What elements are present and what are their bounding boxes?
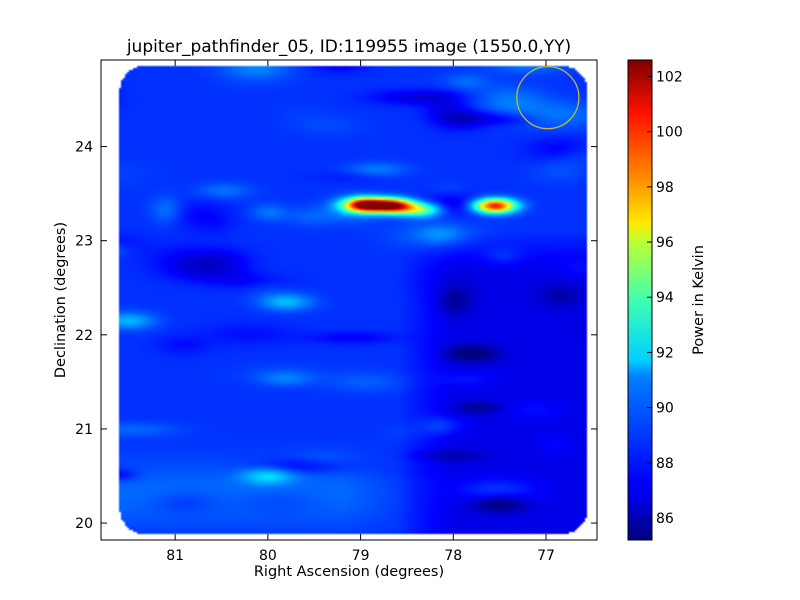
x-tick-label: 79 bbox=[352, 548, 370, 564]
beam-circle bbox=[516, 65, 580, 130]
y-tick-label: 24 bbox=[75, 140, 93, 156]
x-tick-label: 78 bbox=[444, 548, 462, 564]
plot-frame bbox=[100, 59, 598, 541]
colorbar-tick-label: 100 bbox=[656, 125, 683, 141]
y-axis: 20 21 22 23 24 bbox=[75, 140, 597, 532]
colorbar-tick-label: 90 bbox=[656, 401, 674, 417]
chart-title: jupiter_pathfinder_05, ID:119955 image (… bbox=[126, 37, 571, 57]
colorbar-tick-label: 86 bbox=[656, 511, 674, 527]
colorbar bbox=[628, 60, 652, 540]
colorbar-frame bbox=[627, 59, 653, 541]
colorbar-tick-label: 102 bbox=[656, 70, 683, 86]
x-tick-label: 81 bbox=[166, 548, 184, 564]
x-axis-label: Right Ascension (degrees) bbox=[254, 564, 444, 580]
heatmap-image bbox=[101, 60, 597, 540]
colorbar-tick-label: 94 bbox=[656, 290, 674, 306]
y-tick-label: 20 bbox=[75, 516, 93, 532]
y-tick-label: 23 bbox=[75, 234, 93, 250]
x-axis: 81 80 79 78 77 bbox=[166, 60, 555, 564]
y-tick-label: 22 bbox=[75, 328, 93, 344]
y-axis-label: Declination (degrees) bbox=[53, 222, 69, 378]
colorbar-tick-label: 98 bbox=[656, 180, 674, 196]
colorbar-tick-label: 88 bbox=[656, 456, 674, 472]
y-tick-label: 21 bbox=[75, 422, 93, 438]
colorbar-ticks: 86 88 90 92 94 96 98 100 102 bbox=[647, 70, 683, 527]
colorbar-label: Power in Kelvin bbox=[691, 245, 707, 355]
x-tick-label: 77 bbox=[537, 548, 555, 564]
colorbar-tick-label: 96 bbox=[656, 235, 674, 251]
colorbar-tick-label: 92 bbox=[656, 345, 674, 361]
x-tick-label: 80 bbox=[259, 548, 277, 564]
